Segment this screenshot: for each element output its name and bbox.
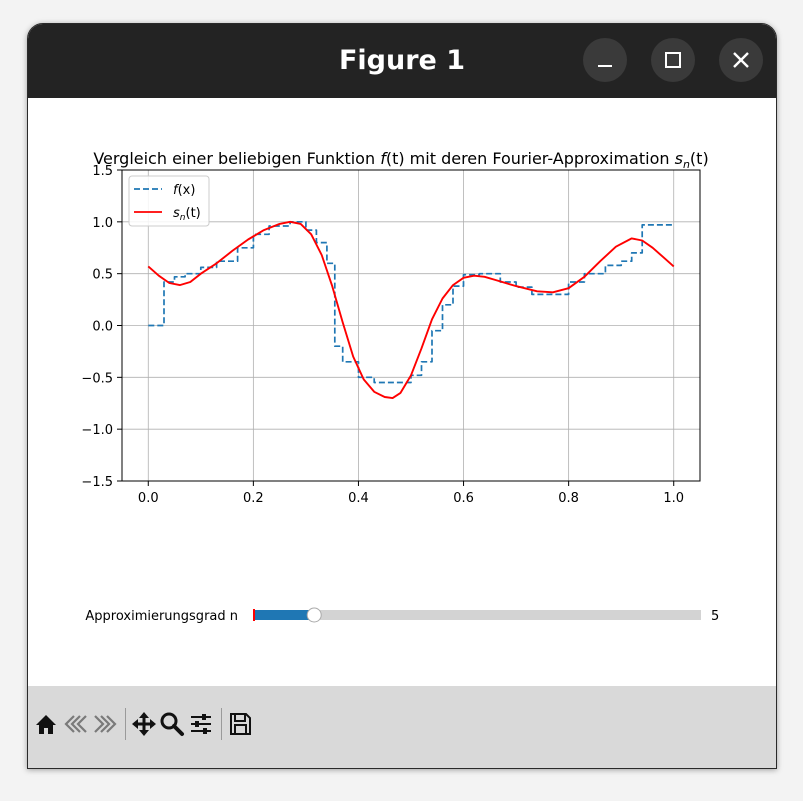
legend-label-s: sn(t)	[173, 206, 201, 223]
forward-arrow-icon[interactable]	[91, 710, 119, 738]
y-tick-label: −0.5	[81, 371, 113, 386]
legend-label-f: f(x)	[173, 183, 195, 198]
slider-fill	[253, 610, 315, 620]
y-tick-label: 1.0	[92, 216, 113, 231]
ticks: 0.0 0.2 0.4 0.6 0.8 1.0 1.5 1.0 0.5 0.0 −0.5 −1.0 −1…	[81, 164, 684, 506]
x-tick-label: 1.0	[663, 491, 684, 506]
navigation-toolbar	[28, 686, 776, 768]
home-icon[interactable]	[32, 710, 60, 738]
window-title: Figure 1	[338, 45, 466, 76]
x-tick-label: 0.0	[138, 491, 159, 506]
figure-window: Figure 1 Vergleich einer beliebigen Funk…	[27, 23, 777, 769]
slider-value: 5	[711, 609, 719, 624]
figure-canvas[interactable]: Vergleich einer beliebigen Funktion f(t)…	[28, 98, 777, 686]
configure-subplots-icon[interactable]	[187, 710, 215, 738]
s-n-t-line	[147, 220, 675, 400]
f-x-line	[148, 220, 674, 384]
x-tick-label: 0.4	[348, 491, 369, 506]
maximize-button[interactable]	[651, 38, 695, 82]
chart-title: Vergleich einer beliebigen Funktion f(t)…	[93, 149, 708, 171]
plot-lines	[147, 220, 675, 400]
minimize-icon	[598, 65, 612, 67]
slider-track[interactable]	[253, 610, 701, 620]
slider-init-marker	[253, 609, 255, 621]
slider-label: Approximierungsgrad n	[85, 609, 238, 624]
maximize-icon	[665, 52, 681, 68]
y-tick-label: −1.0	[81, 423, 113, 438]
y-tick-label: −1.5	[81, 475, 113, 490]
zoom-icon[interactable]	[158, 710, 186, 738]
back-arrow-icon[interactable]	[62, 710, 90, 738]
close-icon	[733, 52, 749, 68]
y-tick-label: 0.0	[92, 320, 113, 335]
legend: f(x) sn(t)	[128, 175, 210, 227]
x-tick-label: 0.2	[243, 491, 264, 506]
slider-handle[interactable]	[306, 607, 322, 623]
y-tick-label: 1.5	[92, 164, 113, 179]
pan-icon[interactable]	[130, 710, 158, 738]
approximation-slider[interactable]: Approximierungsgrad n 5	[85, 607, 719, 624]
close-button[interactable]	[719, 38, 763, 82]
y-tick-label: 0.5	[92, 268, 113, 283]
figure-svg[interactable]: Vergleich einer beliebigen Funktion f(t)…	[28, 98, 777, 686]
toolbar-separator	[125, 708, 126, 740]
toolbar-separator	[221, 708, 222, 740]
minimize-button[interactable]	[583, 38, 627, 82]
x-tick-label: 0.6	[453, 491, 474, 506]
save-icon[interactable]	[226, 710, 254, 738]
title-bar[interactable]: Figure 1	[28, 24, 776, 98]
x-tick-label: 0.8	[558, 491, 579, 506]
